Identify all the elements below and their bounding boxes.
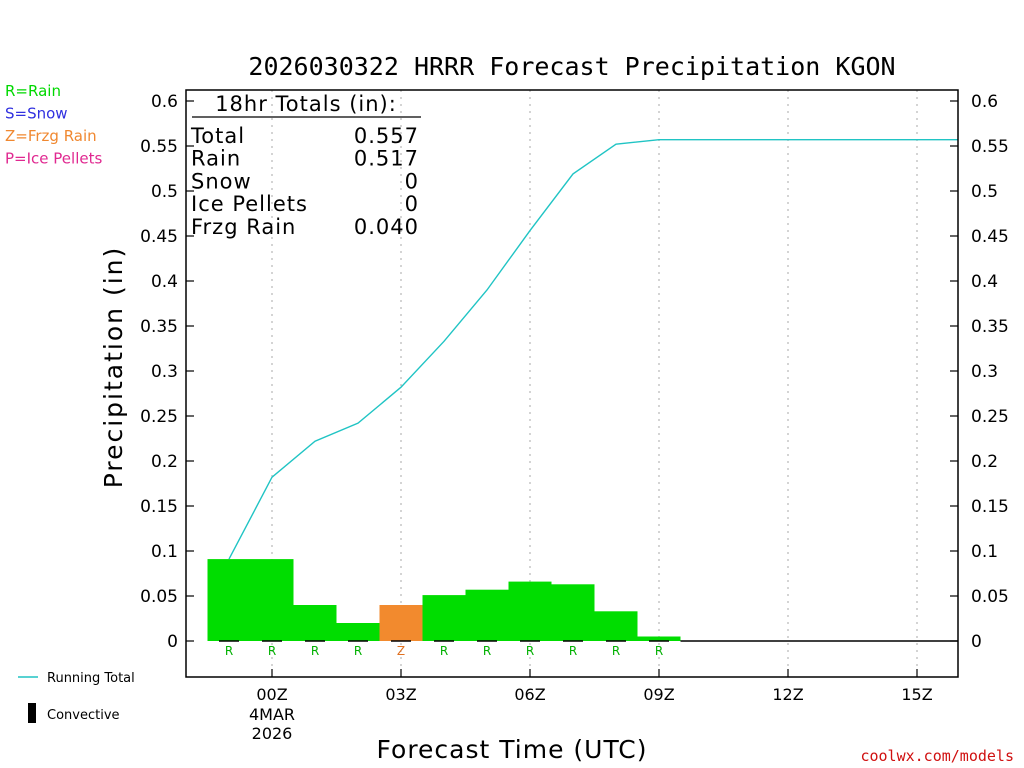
y-tick-label-right-2: 0.1 bbox=[971, 542, 998, 562]
precip-type-label-3: R bbox=[354, 644, 362, 658]
y-tick-label-right-4: 0.2 bbox=[971, 452, 998, 472]
y-tick-label-left-6: 0.3 bbox=[151, 362, 178, 382]
x-axis-label: Forecast Time (UTC) bbox=[377, 735, 648, 764]
plot-frame bbox=[185, 89, 959, 678]
y-tick-label-left-4: 0.2 bbox=[151, 452, 178, 472]
y-tick-label-left-7: 0.35 bbox=[140, 317, 178, 337]
running-total-line bbox=[228, 138, 958, 560]
y-tick-label-left-1: 0.05 bbox=[140, 587, 178, 607]
y-tick-label-left-10: 0.5 bbox=[151, 182, 178, 202]
y-tick-label-right-9: 0.45 bbox=[971, 227, 1009, 247]
chart-title: 2026030322 HRRR Forecast Precipitation K… bbox=[248, 52, 895, 81]
totals-row-label-1: Rain bbox=[191, 147, 241, 171]
y-tick-label-right-5: 0.25 bbox=[971, 407, 1009, 427]
y-tick-label-right-0: 0 bbox=[971, 632, 982, 652]
bar-4 bbox=[379, 605, 423, 641]
totals-row-value-4: 0.040 bbox=[354, 215, 419, 239]
precip-type-label-8: R bbox=[569, 644, 577, 658]
precip-type-label-7: R bbox=[526, 644, 534, 658]
convective-legend: Convective bbox=[28, 703, 120, 723]
y-tick-label-right-7: 0.35 bbox=[971, 317, 1009, 337]
totals-row-label-4: Frzg Rain bbox=[191, 215, 296, 239]
bar-7 bbox=[508, 581, 552, 641]
precip-type-label-1: R bbox=[268, 644, 276, 658]
y-tick-label-right-11: 0.55 bbox=[971, 137, 1009, 157]
bar-6 bbox=[465, 589, 509, 641]
totals-header: 18hr Totals (in): bbox=[215, 92, 397, 116]
bar-2 bbox=[293, 605, 337, 641]
y-tick-label-right-12: 0.6 bbox=[971, 92, 998, 112]
x-tick-label-5: 15Z bbox=[901, 685, 932, 704]
y-tick-label-left-8: 0.4 bbox=[151, 272, 178, 292]
y-tick-label-right-8: 0.4 bbox=[971, 272, 998, 292]
totals-box: 18hr Totals (in): Total 0.557 Rain 0.517 Sno… bbox=[190, 92, 421, 239]
type-legend-item-2: Z=Frzg Rain bbox=[5, 127, 97, 145]
convective-legend-label: Convective bbox=[47, 708, 120, 723]
totals-row-value-2: 0 bbox=[405, 169, 419, 193]
bar-5 bbox=[422, 595, 466, 641]
bar-1 bbox=[250, 559, 294, 641]
x-tick-label-2: 06Z bbox=[514, 685, 545, 704]
x-tick-label-1: 03Z bbox=[385, 685, 416, 704]
precip-type-label-5: R bbox=[440, 644, 448, 658]
totals-row-label-0: Total bbox=[190, 124, 245, 148]
y-tick-label-left-0: 0 bbox=[167, 632, 178, 652]
totals-row-label-3: Ice Pellets bbox=[191, 192, 308, 216]
totals-row-value-0: 0.557 bbox=[354, 124, 419, 148]
totals-row-label-2: Snow bbox=[191, 169, 252, 193]
precip-type-legend: R=Rain S=Snow Z=Frzg Rain P=Ice Pellets bbox=[5, 82, 102, 168]
bar-3 bbox=[336, 623, 380, 641]
y-tick-label-left-11: 0.55 bbox=[140, 137, 178, 157]
bar-9 bbox=[594, 611, 638, 641]
type-legend-item-0: R=Rain bbox=[5, 82, 61, 100]
precip-type-label-6: R bbox=[483, 644, 491, 658]
y-tick-label-left-12: 0.6 bbox=[151, 92, 178, 112]
y-tick-label-left-2: 0.1 bbox=[151, 542, 178, 562]
totals-row-value-1: 0.517 bbox=[354, 147, 419, 171]
y-tick-label-right-1: 0.05 bbox=[971, 587, 1009, 607]
y-axis-label: Precipitation (in) bbox=[99, 246, 128, 489]
running-total-legend-label: Running Total bbox=[47, 671, 135, 686]
precip-type-label-0: R bbox=[225, 644, 233, 658]
bar-10 bbox=[637, 636, 681, 641]
y-tick-label-right-10: 0.5 bbox=[971, 182, 998, 202]
type-legend-item-3: P=Ice Pellets bbox=[5, 150, 102, 168]
precip-type-label-2: R bbox=[311, 644, 319, 658]
y-tick-label-left-5: 0.25 bbox=[140, 407, 178, 427]
y-tick-label-left-9: 0.45 bbox=[140, 227, 178, 247]
x-tick-date-0: 4MAR bbox=[249, 705, 295, 724]
bars-group bbox=[207, 559, 681, 641]
x-tick-year-0: 2026 bbox=[252, 724, 293, 743]
x-tick-label-4: 12Z bbox=[772, 685, 803, 704]
type-legend-item-1: S=Snow bbox=[5, 105, 68, 123]
totals-row-value-3: 0 bbox=[405, 192, 419, 216]
bar-0 bbox=[207, 559, 251, 641]
y-tick-label-right-3: 0.15 bbox=[971, 497, 1009, 517]
y-ticks-left: 0 0.05 0.1 0.15 0.2 0.25 0.3 0.35 0.4 0.45 0.5 0.55… bbox=[140, 92, 194, 652]
x-tick-label-0: 00Z bbox=[256, 685, 287, 704]
x-tick-label-3: 09Z bbox=[643, 685, 674, 704]
credit-text: coolwx.com/models bbox=[860, 747, 1014, 765]
convective-legend-swatch bbox=[28, 703, 36, 723]
precip-type-label-9: R bbox=[612, 644, 620, 658]
y-tick-label-left-3: 0.15 bbox=[140, 497, 178, 517]
bar-8 bbox=[551, 584, 595, 641]
running-total-legend: Running Total bbox=[18, 671, 135, 686]
precip-type-label-10: R bbox=[655, 644, 663, 658]
y-ticks-right: 0 0.05 0.1 0.15 0.2 0.25 0.3 0.35 0.4 0.45 0.5 0.55… bbox=[950, 92, 1009, 652]
y-tick-label-right-6: 0.3 bbox=[971, 362, 998, 382]
precip-type-label-4: Z bbox=[397, 644, 405, 658]
